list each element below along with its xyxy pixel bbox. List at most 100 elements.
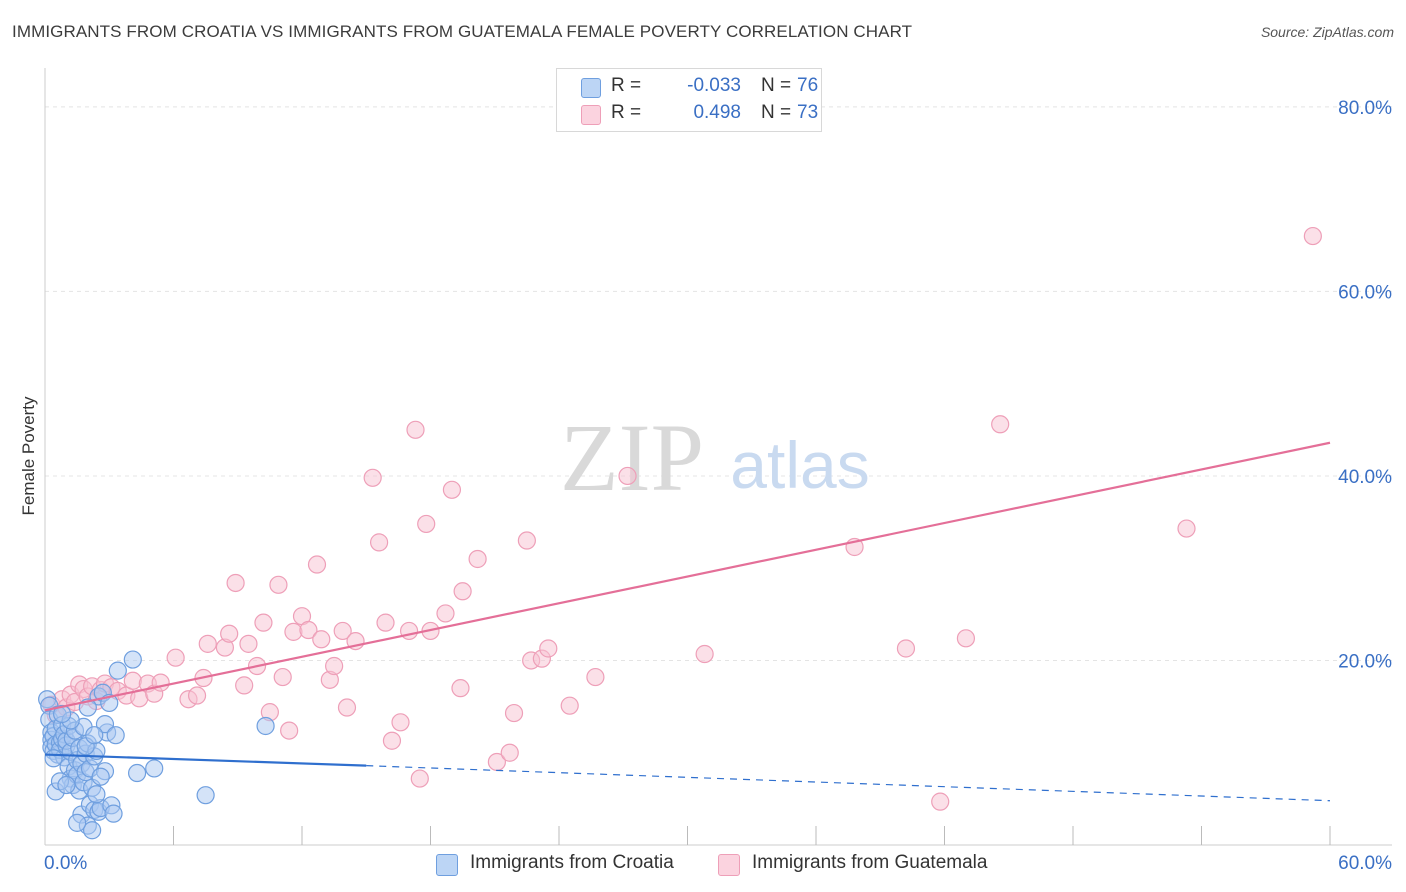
n-label: N = [761, 102, 792, 123]
guatemala-point [187, 686, 207, 705]
guatemala-point [991, 415, 1010, 434]
guatemala-point [123, 671, 142, 690]
croatia-point [57, 775, 76, 795]
croatia-point [87, 785, 106, 804]
croatia-point [108, 661, 127, 680]
guatemala-point [399, 621, 419, 641]
guatemala-legend-swatch [718, 854, 740, 876]
guatemala-swatch [581, 105, 601, 125]
croatia-point [106, 726, 125, 745]
guatemala-point [235, 676, 254, 695]
guatemala-point [442, 480, 462, 499]
guatemala-point [695, 644, 714, 664]
guatemala-point [198, 634, 217, 653]
guatemala-point [560, 696, 579, 715]
grid-lines [45, 106, 1392, 661]
guatemala-point [166, 648, 185, 667]
guatemala-point [370, 533, 389, 552]
croatia-point [104, 804, 123, 823]
guatemala-point [436, 604, 455, 623]
guatemala-point [896, 639, 916, 658]
watermark: ZIP atlas [560, 404, 870, 511]
guatemala-point [333, 621, 352, 641]
guatemala-trend-line [44, 441, 1331, 712]
croatia-trend-line [44, 753, 367, 767]
n-label: N = [761, 75, 792, 96]
croatia-point [68, 813, 87, 832]
guatemala-point [363, 468, 382, 487]
guatemala-point [307, 555, 327, 574]
croatia-point [44, 749, 63, 768]
croatia-points [38, 650, 275, 840]
guatemala-point [391, 713, 410, 732]
guatemala-point [406, 420, 425, 439]
guatemala-point [284, 622, 303, 641]
y-tick-label: 40.0% [1338, 467, 1392, 488]
guatemala-point [1303, 226, 1322, 246]
guatemala-point [931, 792, 950, 811]
guatemala-point [376, 613, 395, 632]
guatemala-point [956, 629, 976, 648]
guatemala-point [254, 613, 273, 632]
guatemala-point [451, 679, 470, 698]
croatia-point [127, 763, 147, 783]
croatia-n-value: 76 [797, 75, 819, 96]
guatemala-point [468, 549, 487, 569]
guatemala-point [280, 721, 299, 740]
watermark-atlas: atlas [730, 428, 869, 502]
y-tick-label: 60.0% [1338, 282, 1392, 303]
croatia-point [145, 759, 164, 778]
croatia-trend-extension [366, 765, 1331, 802]
guatemala-point [239, 634, 258, 653]
guatemala-point [299, 620, 318, 640]
r-label: R = [611, 75, 642, 96]
guatemala-n-value: 73 [797, 102, 819, 123]
guatemala-point [618, 466, 637, 486]
correlation-legend: R = -0.033 N = 76 R = 0.498 N = 73 [556, 68, 822, 132]
guatemala-points [42, 226, 1322, 811]
croatia-r-value: -0.033 [687, 75, 741, 96]
guatemala-point [226, 573, 245, 593]
croatia-point [256, 716, 275, 736]
guatemala-point [1177, 519, 1196, 538]
croatia-point [85, 726, 104, 745]
croatia-point [91, 767, 110, 786]
guatemala-point [382, 731, 402, 750]
chart-title: IMMIGRANTS FROM CROATIA VS IMMIGRANTS FR… [12, 22, 913, 41]
croatia-point [83, 821, 102, 840]
croatia-swatch [581, 78, 601, 98]
croatia-point [196, 786, 215, 805]
watermark-zip: ZIP [560, 404, 704, 511]
axes [44, 68, 1392, 846]
r-label: R = [611, 102, 642, 123]
guatemala-point [337, 698, 357, 717]
guatemala-point [586, 667, 605, 687]
y-axis-label: Female Poverty [19, 396, 38, 516]
guatemala-r-value: 0.498 [693, 102, 741, 123]
guatemala-point [273, 667, 292, 687]
guatemala-point [410, 769, 429, 788]
guatemala-point [312, 630, 331, 649]
guatemala-point [539, 639, 558, 658]
croatia-point [123, 650, 142, 669]
guatemala-point [504, 703, 524, 723]
croatia-legend-swatch [436, 854, 458, 876]
tick-labels: 20.0% 40.0% 60.0% 80.0% 0.0% 60.0% [44, 98, 1392, 874]
croatia-point [95, 715, 115, 734]
y-tick-label: 80.0% [1338, 98, 1392, 119]
guatemala-point [453, 582, 472, 601]
croatia-point [53, 704, 72, 724]
guatemala-point [325, 656, 344, 676]
trend-lines [44, 441, 1331, 802]
guatemala-legend-label: Immigrants from Guatemala [752, 852, 988, 873]
x-tick-label: 60.0% [1338, 853, 1392, 874]
guatemala-point [417, 514, 436, 534]
croatia-legend-label: Immigrants from Croatia [470, 852, 674, 873]
guatemala-point [500, 743, 519, 762]
y-tick-label: 20.0% [1338, 651, 1392, 672]
guatemala-point [220, 624, 239, 643]
guatemala-point [269, 575, 288, 594]
x-tick-label: 0.0% [44, 853, 87, 874]
guatemala-point [517, 531, 536, 550]
